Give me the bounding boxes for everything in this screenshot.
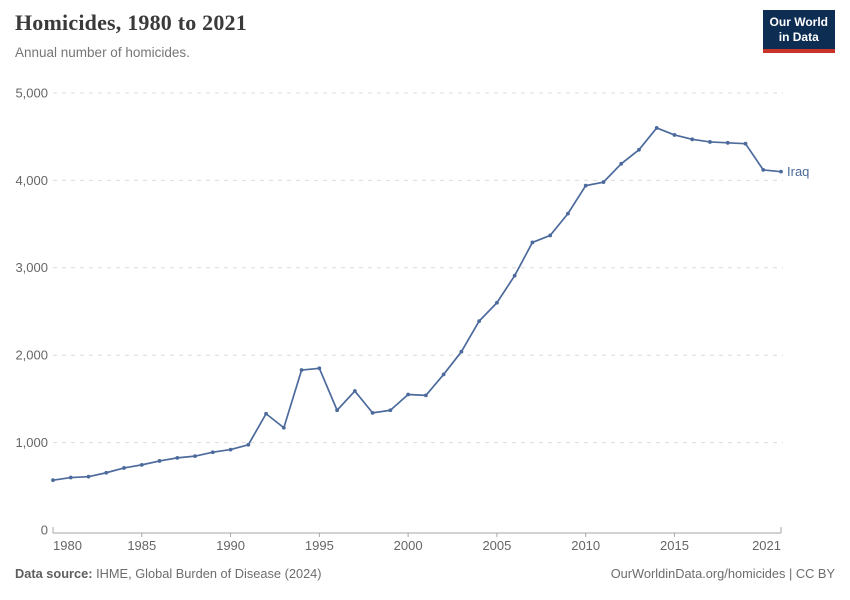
y-axis-tick-label: 0: [41, 522, 48, 537]
data-point: [779, 169, 783, 174]
data-point: [672, 133, 677, 137]
data-point: [299, 368, 304, 372]
data-point: [495, 300, 499, 305]
data-point: [193, 454, 197, 459]
x-axis-tick-label: 1985: [127, 538, 156, 553]
data-point: [708, 140, 712, 144]
data-point: [566, 211, 570, 216]
data-point: [246, 442, 251, 447]
series-line-iraq: [52, 127, 782, 482]
owid-logo-line2: in Data: [778, 30, 819, 44]
x-axis-tick-label: 1980: [53, 538, 82, 553]
chart-footer: Data source: IHME, Global Burden of Dise…: [15, 566, 835, 581]
data-point: [512, 273, 517, 278]
data-point: [86, 474, 91, 479]
data-point: [370, 410, 375, 415]
data-point: [583, 183, 588, 188]
x-axis-tick-label: 1995: [305, 538, 334, 553]
data-point: [139, 462, 144, 467]
data-point: [264, 411, 268, 416]
data-point: [281, 425, 286, 430]
data-point: [228, 447, 233, 452]
data-point: [601, 180, 606, 185]
data-point: [104, 470, 109, 475]
data-point: [352, 389, 357, 393]
data-source-text: Data source: IHME, Global Burden of Dise…: [15, 566, 322, 581]
data-point: [157, 459, 162, 463]
data-point: [441, 372, 446, 377]
data-point: [459, 349, 464, 354]
data-point: [548, 233, 553, 238]
y-axis-tick-label: 2,000: [15, 348, 48, 363]
x-axis-tick-label: 2005: [482, 538, 511, 553]
y-axis-tick-label: 1,000: [15, 435, 48, 450]
data-point: [51, 478, 55, 483]
owid-logo[interactable]: Our World in Data: [762, 10, 835, 53]
data-source-value: IHME, Global Burden of Disease (2024): [92, 566, 322, 581]
footer-link-text[interactable]: OurWorldinData.org/homicides | CC BY: [610, 566, 835, 581]
data-point: [654, 126, 659, 130]
data-point: [423, 393, 428, 398]
data-point: [388, 408, 393, 413]
data-point: [477, 319, 482, 324]
x-axis-tick-label: 2010: [571, 538, 600, 553]
x-axis-tick-label: 2000: [394, 538, 423, 553]
page-title: Homicides, 1980 to 2021: [15, 10, 247, 35]
x-axis-tick-label: 2015: [660, 538, 689, 553]
data-point: [725, 140, 730, 145]
x-axis-tick-label: 2021: [752, 538, 781, 553]
chart-header: Homicides, 1980 to 2021 Annual number of…: [15, 10, 755, 60]
owid-logo-line1: Our World: [769, 15, 828, 29]
data-point: [761, 168, 766, 172]
data-point: [122, 466, 126, 470]
data-point: [175, 455, 180, 460]
data-point: [335, 408, 339, 413]
data-source-label: Data source:: [15, 566, 93, 581]
data-point: [317, 366, 322, 371]
data-point: [637, 147, 641, 152]
x-axis-tick-label: 1990: [216, 538, 245, 553]
data-point: [68, 475, 73, 480]
data-point: [406, 392, 411, 397]
series-end-label[interactable]: Iraq: [787, 164, 809, 179]
data-point: [530, 240, 535, 245]
data-point: [619, 161, 624, 166]
y-axis-tick-label: 3,000: [15, 260, 48, 275]
chart-subtitle: Annual number of homicides.: [15, 45, 190, 60]
data-point: [210, 450, 215, 455]
y-axis-tick-label: 4,000: [15, 173, 48, 188]
data-point: [743, 141, 748, 146]
data-point: [690, 137, 695, 142]
y-axis-tick-label: 5,000: [15, 85, 48, 100]
